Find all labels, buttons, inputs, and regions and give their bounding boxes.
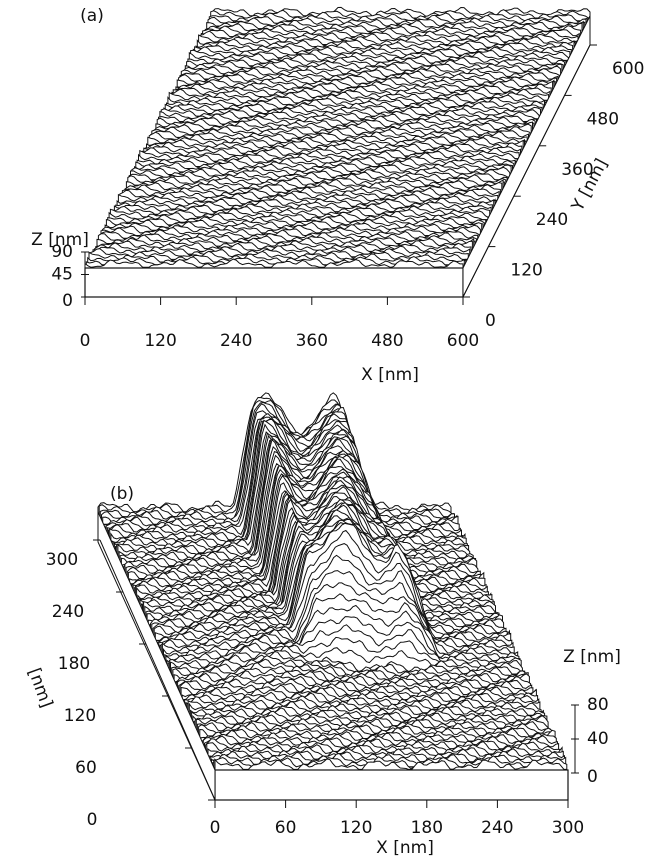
y-tick-label: 60 bbox=[75, 758, 97, 778]
z-axis-title: Z [nm] bbox=[563, 647, 621, 667]
x-tick-label: 600 bbox=[447, 331, 479, 351]
y-tick-label: 120 bbox=[510, 261, 542, 281]
x-tick-label: 0 bbox=[210, 818, 221, 838]
y-tick-label: 120 bbox=[64, 706, 96, 726]
z-axis-title: Z [nm] bbox=[31, 230, 89, 250]
panel-label: (a) bbox=[80, 6, 104, 26]
panel: (b) 0 60 120 180 240 300 X [nm] 0 60 120 180 240 300 [… bbox=[24, 393, 621, 858]
y-tick-label: 240 bbox=[536, 210, 568, 230]
surface bbox=[85, 7, 590, 270]
front-slab bbox=[85, 268, 463, 297]
z-tick-label: 45 bbox=[51, 265, 73, 285]
y-tick-label: 300 bbox=[46, 550, 78, 570]
y-axis-title: [nm] bbox=[24, 665, 57, 710]
z-tick-label: 0 bbox=[62, 291, 73, 311]
y-tick-label: 480 bbox=[587, 109, 619, 129]
x-tick-label: 360 bbox=[296, 331, 328, 351]
z-tick-label: 80 bbox=[587, 695, 609, 715]
x-tick-label: 120 bbox=[340, 818, 372, 838]
x-axis-title: X [nm] bbox=[376, 838, 434, 858]
figure: (a)0120240360480600X [nm]012024036048060… bbox=[0, 0, 646, 859]
x-tick-label: 240 bbox=[220, 331, 252, 351]
x-tick-label: 240 bbox=[481, 818, 513, 838]
x-tick-label: 120 bbox=[144, 331, 176, 351]
front-slab bbox=[215, 770, 568, 800]
y-tick-label: 240 bbox=[52, 602, 84, 622]
z-tick-label: 40 bbox=[587, 729, 609, 749]
x-tick-label: 480 bbox=[371, 331, 403, 351]
x-tick-label: 180 bbox=[411, 818, 443, 838]
surface bbox=[98, 393, 568, 772]
y-tick-label: 0 bbox=[87, 810, 98, 830]
z-tick-label: 0 bbox=[587, 767, 598, 787]
y-tick-label: 180 bbox=[58, 654, 90, 674]
y-tick-label: 600 bbox=[612, 59, 644, 79]
panel-label: (b) bbox=[110, 484, 134, 504]
y-tick-label: 0 bbox=[485, 311, 496, 331]
x-axis-title: X [nm] bbox=[361, 365, 419, 385]
x-tick-label: 60 bbox=[275, 818, 297, 838]
x-tick-label: 300 bbox=[552, 818, 584, 838]
x-tick-label: 0 bbox=[80, 331, 91, 351]
